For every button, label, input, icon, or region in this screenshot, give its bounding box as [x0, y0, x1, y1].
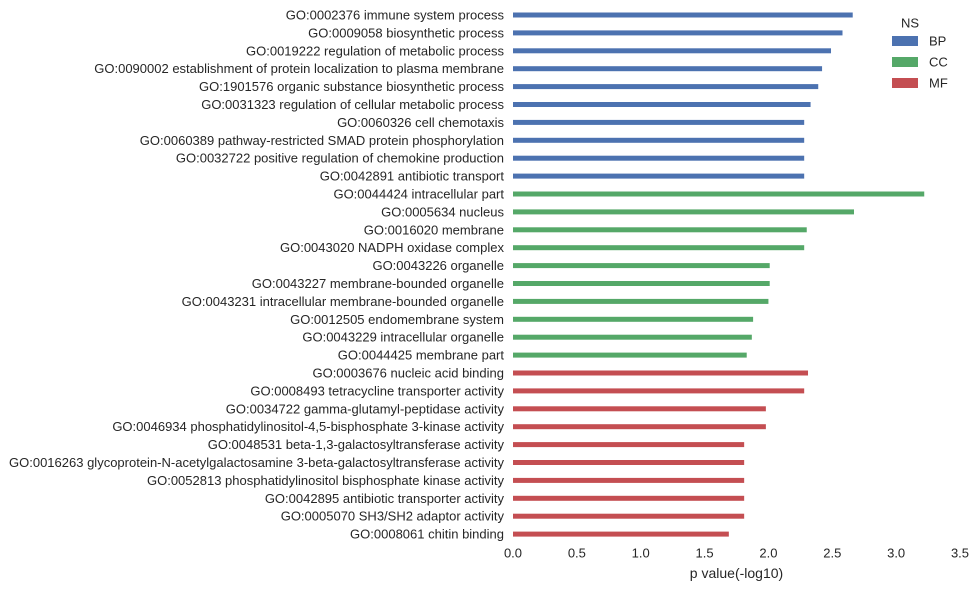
legend-label-cc: CC	[929, 55, 948, 70]
category-label: GO:0042895 antibiotic transporter activi…	[265, 491, 505, 506]
legend: NS BP CC MF	[892, 16, 948, 91]
category-label: GO:0003676 nucleic acid binding	[312, 366, 504, 381]
bar-mf	[513, 442, 745, 448]
category-label: GO:0046934 phosphatidylinositol-4,5-bisp…	[112, 419, 504, 434]
category-labels: GO:0002376 immune system process GO:00090…	[9, 8, 504, 542]
category-label: GO:0060389 pathway-restricted SMAD prote…	[140, 133, 504, 148]
legend-swatch-mf	[892, 78, 918, 88]
category-label: GO:0044424 intracellular part	[333, 187, 504, 202]
legend-label-mf: MF	[929, 76, 948, 91]
bar-mf	[513, 388, 805, 394]
bar-bp	[513, 173, 805, 179]
category-label: GO:0044425 membrane part	[338, 348, 505, 363]
x-tick-label: 0.5	[568, 546, 586, 561]
category-label: GO:0052813 phosphatidylinositol bisphosp…	[147, 473, 505, 488]
bar-bp	[513, 84, 819, 90]
x-tick-label: 1.5	[696, 546, 714, 561]
category-label: GO:1901576 organic substance biosyntheti…	[199, 79, 504, 94]
category-label: GO:0009058 biosynthetic process	[308, 25, 504, 40]
bar-mf	[513, 513, 745, 519]
category-label: GO:0043226 organelle	[372, 258, 504, 273]
category-label: GO:0008493 tetracycline transporter acti…	[250, 383, 504, 398]
x-tick-label: 2.0	[759, 546, 777, 561]
bar-mf	[513, 531, 729, 537]
bar-cc	[513, 352, 747, 358]
bar-bp	[513, 137, 805, 143]
category-label: GO:0048531 beta-1,3-galactosyltransferas…	[208, 437, 505, 452]
bar-cc	[513, 227, 807, 233]
bar-cc	[513, 298, 769, 304]
legend-swatch-bp	[892, 36, 918, 46]
category-label: GO:0034722 gamma-glutamyl-peptidase acti…	[226, 401, 505, 416]
bar-mf	[513, 424, 766, 430]
bar-cc	[513, 316, 754, 322]
bar-bp	[513, 12, 853, 18]
x-tick-label: 0.0	[504, 546, 522, 561]
bar-bp	[513, 48, 832, 54]
bar-cc	[513, 191, 925, 197]
legend-swatch-cc	[892, 57, 918, 67]
bar-bp	[513, 30, 843, 36]
category-label: GO:0005634 nucleus	[381, 204, 504, 219]
legend-title: NS	[901, 16, 919, 31]
x-tick-label: 3.0	[887, 546, 905, 561]
category-label: GO:0002376 immune system process	[286, 8, 505, 23]
category-label: GO:0031323 regulation of cellular metabo…	[201, 97, 504, 112]
category-label: GO:0019222 regulation of metabolic proce…	[246, 43, 504, 58]
category-label: GO:0016020 membrane	[364, 222, 504, 237]
bar-mf	[513, 495, 745, 501]
bar-cc	[513, 263, 770, 269]
category-label: GO:0016263 glycoprotein-N-acetylgalactos…	[9, 455, 504, 470]
category-label: GO:0008061 chitin binding	[350, 527, 504, 542]
category-label: GO:0043229 intracellular organelle	[302, 330, 504, 345]
category-label: GO:0060326 cell chemotaxis	[337, 115, 504, 130]
bar-cc	[513, 281, 770, 286]
category-label: GO:0043020 NADPH oxidase complex	[280, 240, 505, 255]
x-axis-ticks: 0.0 0.5 1.0 1.5 2.0 2.5 3.0 3.5	[504, 546, 969, 561]
bar-mf	[513, 460, 745, 465]
bar-bp	[513, 102, 811, 107]
x-tick-label: 3.5	[951, 546, 969, 561]
category-label: GO:0043231 intracellular membrane-bounde…	[182, 294, 504, 309]
x-tick-label: 2.5	[823, 546, 841, 561]
bars-layer	[513, 12, 925, 537]
category-label: GO:0090002 establishment of protein loca…	[94, 61, 504, 76]
category-label: GO:0032722 positive regulation of chemok…	[176, 151, 504, 166]
bar-mf	[513, 370, 809, 376]
bar-cc	[513, 334, 752, 340]
bar-mf	[513, 406, 766, 412]
category-label: GO:0043227 membrane-bounded organelle	[252, 276, 504, 291]
legend-label-bp: BP	[929, 34, 946, 49]
category-label: GO:0005070 SH3/SH2 adaptor activity	[281, 509, 505, 524]
bar-cc	[513, 209, 854, 215]
category-label: GO:0042891 antibiotic transport	[320, 169, 505, 184]
bar-bp	[513, 119, 805, 125]
bar-bp	[513, 66, 823, 72]
bar-mf	[513, 477, 745, 483]
bar-bp	[513, 155, 805, 161]
x-tick-label: 1.0	[632, 546, 650, 561]
bar-cc	[513, 245, 805, 251]
x-axis-label: p value(-log10)	[690, 565, 783, 581]
category-label: GO:0012505 endomembrane system	[290, 312, 504, 327]
